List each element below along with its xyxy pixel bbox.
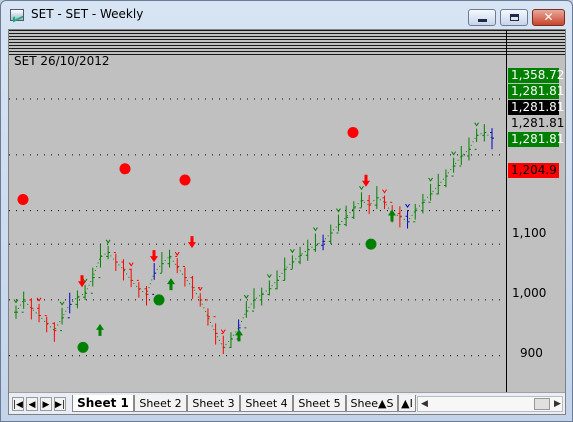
stop-chevron	[13, 299, 19, 304]
stop-chevron	[105, 239, 111, 244]
tab-sheet-1[interactable]: Sheet 1	[72, 395, 134, 412]
buy-arrow-icon	[235, 329, 243, 342]
tab-sheet-3[interactable]: Sheet 3	[187, 395, 240, 412]
title-bar[interactable]: SET - SET - Weekly ✕	[1, 1, 572, 29]
axis-separator	[506, 30, 507, 392]
stop-chevron	[359, 185, 364, 191]
tab-sheet-4[interactable]: Sheet 4	[240, 395, 293, 412]
stop-chevron	[451, 151, 457, 156]
price-tag-plain: 1,281.81	[508, 116, 564, 131]
sell-signal-dot	[347, 127, 359, 139]
stop-chevron	[36, 297, 42, 302]
trend-line	[15, 131, 493, 349]
stop-chevron	[474, 122, 480, 127]
last-sheet-button[interactable]: ▶|	[54, 397, 66, 411]
scroll-right-icon[interactable]: ▶	[554, 399, 561, 409]
price-tag-red: 1,204.9	[508, 163, 559, 178]
stop-chevron	[405, 203, 410, 208]
price-tag-high: 1,358.72	[508, 68, 564, 83]
chart-window-icon	[10, 9, 24, 21]
window-title: SET - SET - Weekly	[31, 7, 144, 21]
stop-chevron	[428, 177, 433, 182]
maximize-button[interactable]	[500, 9, 528, 26]
stop-chevron	[220, 329, 226, 334]
sell-signal-dot	[179, 174, 191, 186]
price-chart[interactable]	[9, 30, 565, 392]
y-tick: 900	[520, 346, 543, 360]
stop-chevron	[289, 249, 295, 254]
scroll-left-icon[interactable]: ◀	[421, 399, 428, 409]
sell-arrow-icon	[362, 174, 370, 187]
price-tag-green: 1,281.81	[508, 84, 564, 99]
prev-sheet-button[interactable]: ◀	[26, 397, 38, 411]
stop-chevron	[266, 274, 272, 279]
stop-chevron	[197, 286, 203, 292]
stop-chevron	[243, 294, 249, 299]
buy-signal-dot	[365, 238, 377, 250]
header-stripes	[9, 30, 565, 56]
sheet-tab-bar: |◀ ◀ ▶ ▶| Sheet 1 Sheet 2 Sheet 3 Sheet …	[9, 392, 565, 414]
minimize-icon	[478, 19, 487, 22]
close-icon: ✕	[543, 10, 554, 24]
maximize-icon	[510, 14, 519, 21]
sell-signal-dot	[17, 193, 29, 205]
next-sheet-button[interactable]: ▶	[40, 397, 52, 411]
minimize-button[interactable]	[468, 9, 496, 26]
stop-chevron	[174, 251, 180, 256]
stop-chevron	[59, 301, 65, 306]
sell-arrow-icon	[150, 250, 158, 263]
sell-signal-dot	[119, 163, 131, 175]
y-tick: 1,100	[512, 226, 547, 240]
tab-scroll[interactable]: ▲I	[398, 395, 416, 412]
stop-chevron	[128, 262, 134, 267]
close-button[interactable]: ✕	[532, 9, 565, 26]
buy-arrow-icon	[96, 323, 104, 336]
chart-label: SET 26/10/2012	[14, 54, 110, 68]
tab-sheet-2[interactable]: Sheet 2	[134, 395, 187, 412]
tab-sheet-more[interactable]: Shee▲S	[346, 395, 398, 412]
buy-arrow-icon	[388, 209, 396, 222]
buy-signal-dot	[153, 294, 165, 306]
chart-area[interactable]: SET 26/10/2012 1,358.72 1,281.81 1,281.8…	[8, 29, 566, 415]
horizontal-scrollbar[interactable]: ◀ ▶	[417, 396, 563, 412]
stop-chevron	[336, 208, 341, 213]
y-tick: 1,000	[512, 286, 547, 300]
price-tag-green-2: 1,281.81	[508, 132, 564, 147]
stop-chevron	[382, 189, 387, 194]
buy-signal-dot	[77, 341, 89, 353]
price-tag-black: 1,281.81	[508, 100, 564, 115]
tab-sheet-5[interactable]: Sheet 5	[293, 395, 346, 412]
buy-arrow-icon	[167, 278, 175, 291]
first-sheet-button[interactable]: |◀	[12, 397, 24, 411]
sell-arrow-icon	[78, 275, 86, 288]
scroll-thumb[interactable]	[534, 398, 550, 410]
stop-chevron	[313, 227, 318, 232]
sell-arrow-icon	[188, 236, 196, 249]
